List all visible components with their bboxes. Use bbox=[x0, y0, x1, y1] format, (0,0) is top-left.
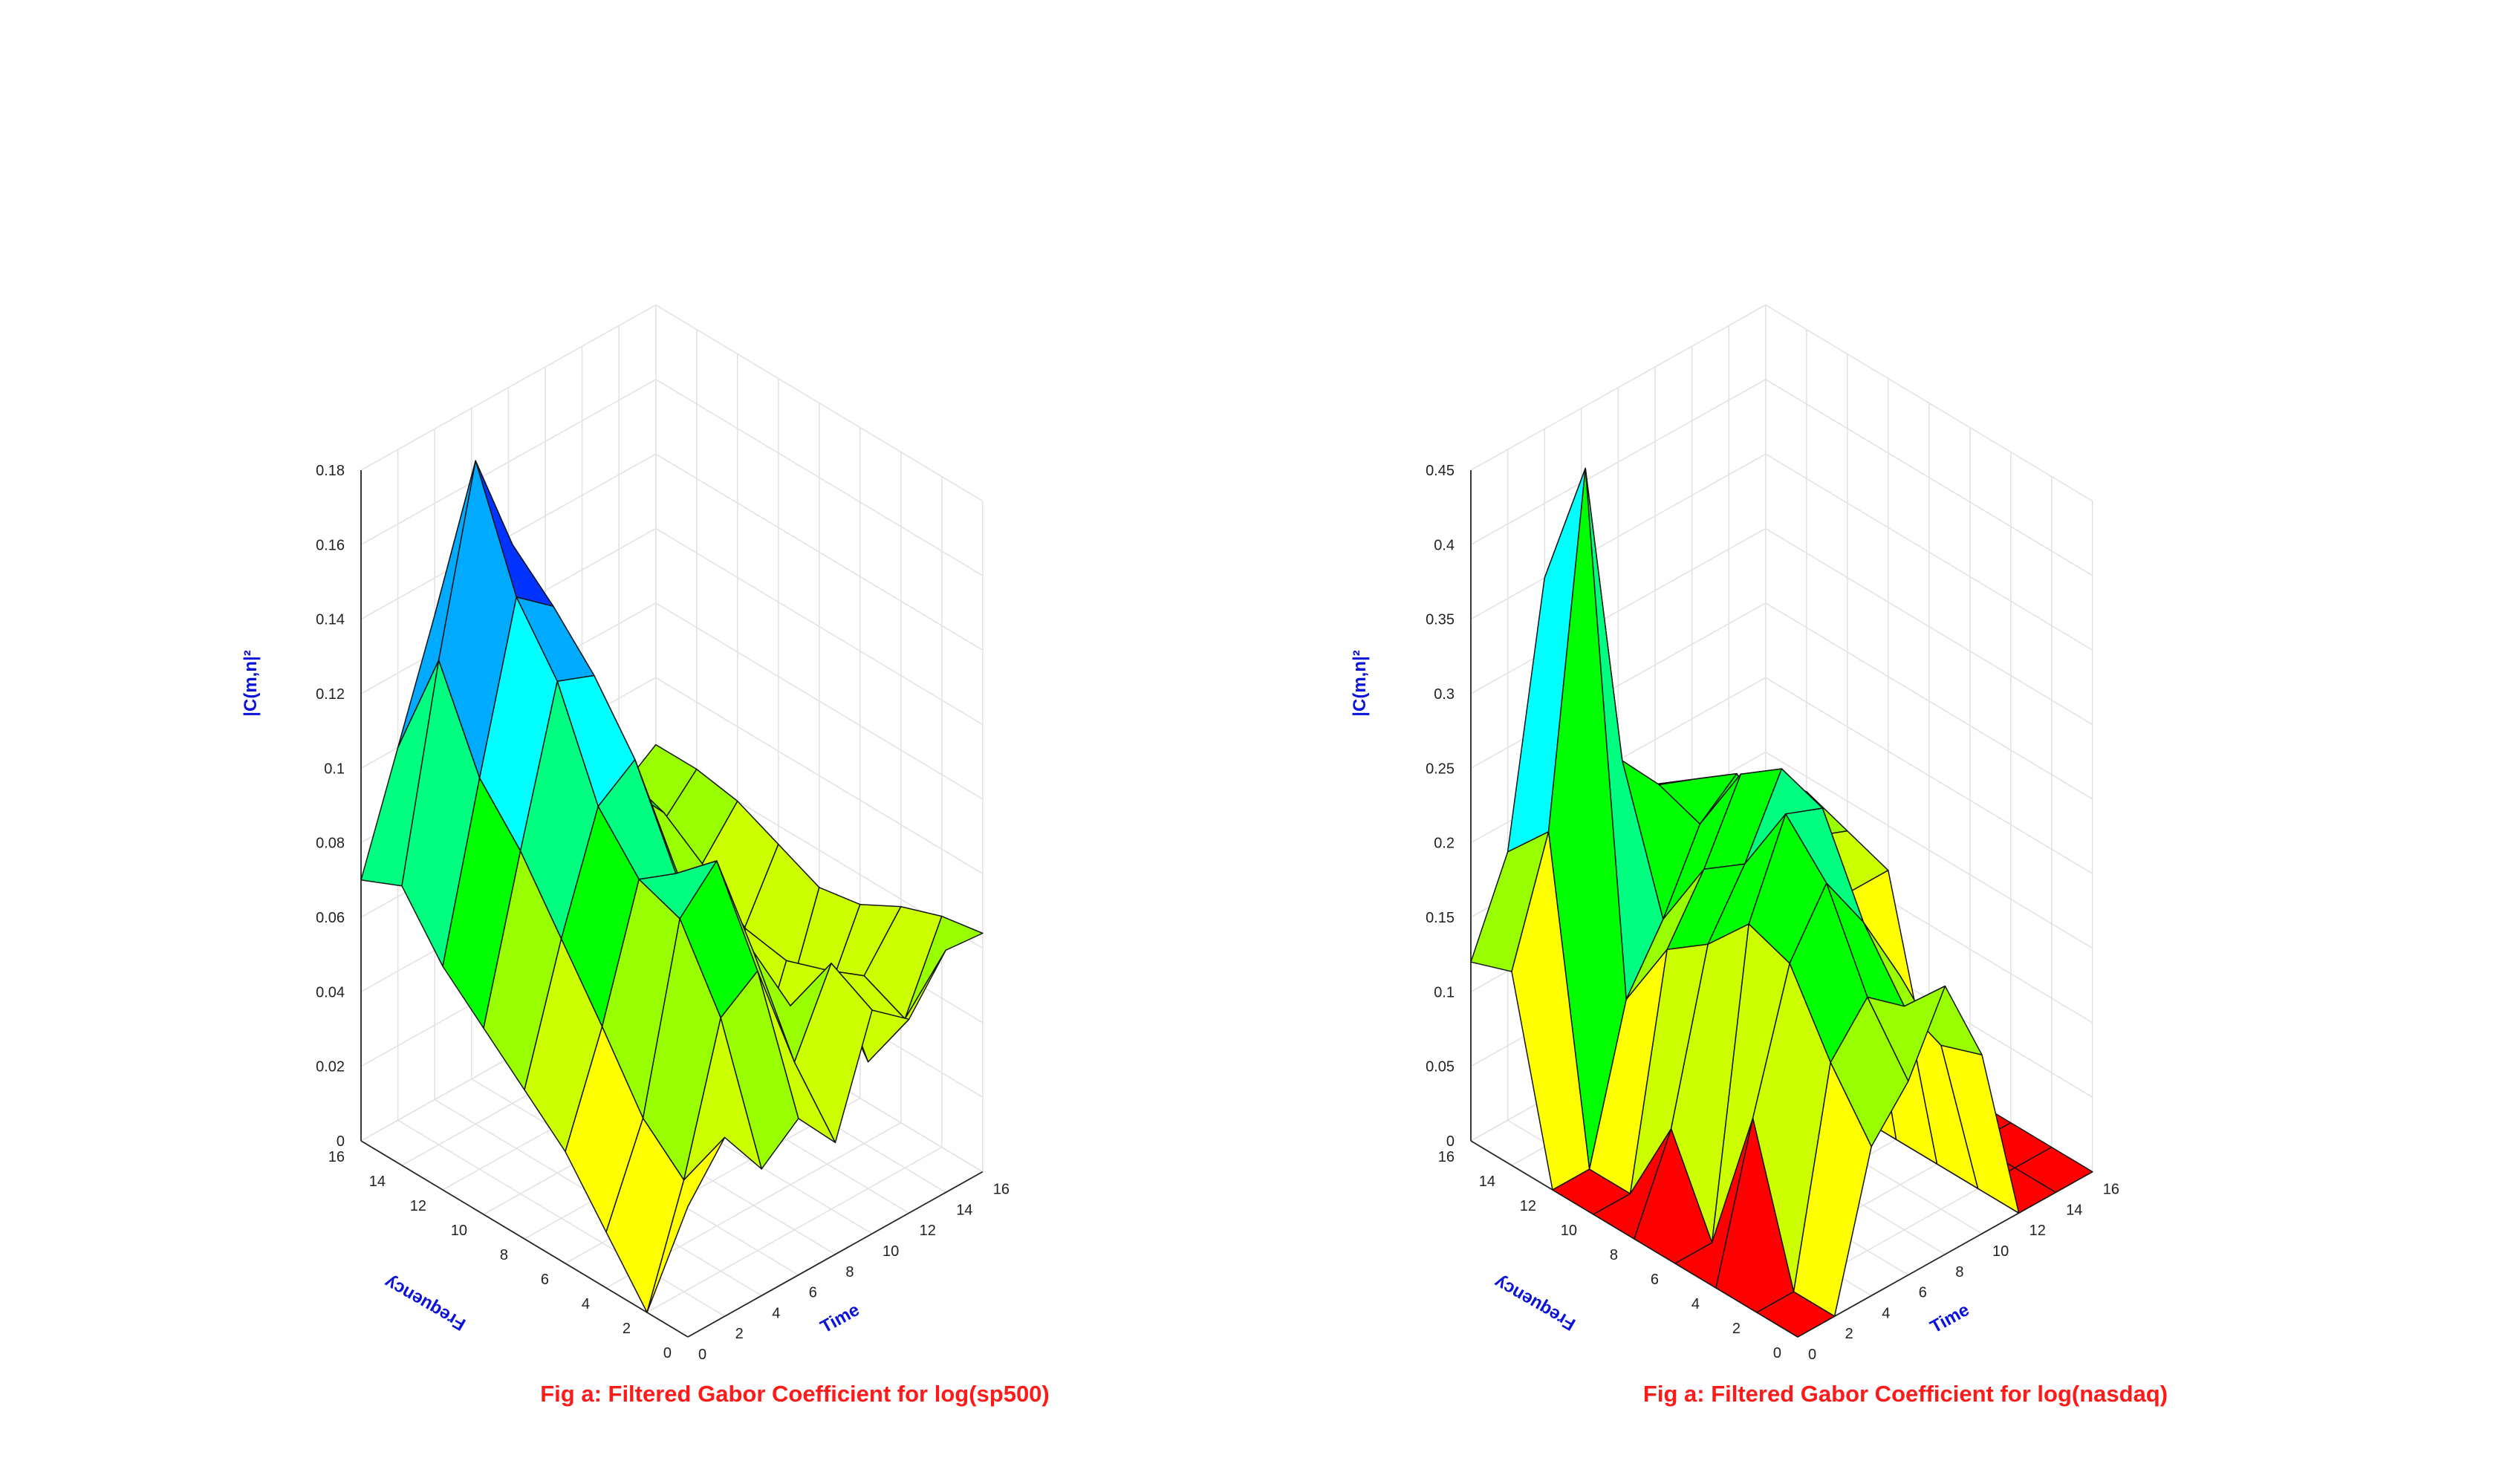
x-axis-line bbox=[687, 1171, 984, 1338]
surface-facet bbox=[1756, 1291, 1836, 1338]
x-tick-label: 4 bbox=[1882, 1305, 1890, 1321]
y-tick-label: 2 bbox=[1732, 1321, 1741, 1337]
z-tick-label: 0.16 bbox=[316, 537, 345, 553]
x-tick-label: 12 bbox=[920, 1223, 936, 1239]
x-tick-label: 14 bbox=[956, 1202, 972, 1218]
x-tick-label: 8 bbox=[845, 1264, 854, 1280]
z-tick-label: 0.04 bbox=[316, 984, 345, 1000]
z-tick-label: 0.2 bbox=[1434, 836, 1455, 852]
x-tick-label: 0 bbox=[698, 1347, 706, 1363]
x-tick-label: 8 bbox=[1955, 1264, 1963, 1280]
y-tick-label: 16 bbox=[328, 1149, 345, 1165]
y-tick-label: 6 bbox=[1651, 1272, 1659, 1288]
figure-caption: Fig a: Filtered Gabor Coefficient for lo… bbox=[1643, 1381, 2168, 1407]
y-tick-label: 0 bbox=[663, 1345, 672, 1361]
z-tick-label: 0.1 bbox=[324, 761, 345, 777]
x-tick-label: 6 bbox=[1919, 1285, 1927, 1301]
y-tick-label: 10 bbox=[451, 1223, 467, 1239]
y-tick-label: 12 bbox=[1520, 1198, 1536, 1214]
tick-labels: 0246810121416024681012141600.020.040.060… bbox=[316, 463, 1010, 1363]
z-tick-label: 0.25 bbox=[1426, 761, 1455, 777]
z-tick-label: 0.05 bbox=[1426, 1059, 1455, 1075]
y-tick-label: 6 bbox=[541, 1272, 549, 1288]
y-axis-line bbox=[360, 1140, 689, 1338]
x-tick-label: 10 bbox=[883, 1243, 899, 1260]
y-tick-label: 10 bbox=[1561, 1223, 1577, 1239]
x-tick-label: 2 bbox=[1845, 1326, 1853, 1342]
z-axis-title: |C(m,n|² bbox=[241, 650, 261, 716]
z-tick-label: 0.08 bbox=[316, 836, 345, 852]
z-tick-label: 0.15 bbox=[1426, 910, 1455, 926]
z-tick-label: 0.4 bbox=[1434, 537, 1455, 553]
surface-plot-sp500: 0246810121416024681012141600.020.040.060… bbox=[241, 304, 1050, 1407]
y-tick-label: 14 bbox=[369, 1174, 386, 1190]
y-tick-label: 8 bbox=[1610, 1247, 1618, 1263]
tick-labels: 0246810121416024681012141600.050.10.150.… bbox=[1426, 463, 2119, 1363]
y-tick-label: 8 bbox=[500, 1247, 508, 1263]
x-tick-label: 16 bbox=[993, 1182, 1010, 1198]
grid-line bbox=[646, 1146, 943, 1313]
z-tick-label: 0 bbox=[337, 1133, 345, 1150]
z-tick-label: 0.14 bbox=[316, 612, 345, 628]
x-tick-label: 16 bbox=[2103, 1182, 2119, 1198]
x-tick-label: 4 bbox=[772, 1305, 780, 1321]
z-tick-label: 0.02 bbox=[316, 1059, 345, 1075]
y-tick-label: 4 bbox=[582, 1296, 590, 1312]
y-tick-label: 2 bbox=[623, 1321, 631, 1337]
grid-line bbox=[360, 304, 984, 502]
surface-facets bbox=[360, 460, 984, 1313]
z-tick-label: 0.12 bbox=[316, 686, 345, 703]
figure-caption: Fig a: Filtered Gabor Coefficient for lo… bbox=[540, 1381, 1050, 1407]
y-tick-label: 4 bbox=[1691, 1296, 1700, 1312]
x-tick-label: 2 bbox=[735, 1326, 744, 1342]
x-tick-label: 14 bbox=[2066, 1202, 2082, 1218]
x-tick-label: 6 bbox=[809, 1285, 817, 1301]
surface-facet bbox=[646, 1136, 726, 1313]
z-tick-label: 0.45 bbox=[1426, 463, 1455, 479]
axis-lines bbox=[360, 470, 984, 1338]
surface-facets bbox=[1470, 467, 2093, 1338]
grid-line bbox=[360, 378, 984, 576]
z-tick-label: 0.06 bbox=[316, 910, 345, 926]
y-tick-label: 12 bbox=[410, 1198, 426, 1214]
z-axis-title: |C(m,n|² bbox=[1350, 650, 1370, 716]
x-tick-label: 0 bbox=[1808, 1347, 1816, 1363]
x-tick-label: 12 bbox=[2029, 1223, 2046, 1239]
z-tick-label: 0.18 bbox=[316, 463, 345, 479]
z-tick-label: 0 bbox=[1446, 1133, 1455, 1150]
z-tick-label: 0.35 bbox=[1426, 612, 1455, 628]
x-tick-label: 10 bbox=[1992, 1243, 2009, 1260]
y-tick-label: 16 bbox=[1438, 1149, 1455, 1165]
grid-line bbox=[1470, 304, 2093, 502]
z-tick-label: 0.3 bbox=[1434, 686, 1455, 703]
y-tick-label: 14 bbox=[1479, 1174, 1495, 1190]
grid-line bbox=[1470, 378, 2093, 576]
y-tick-label: 0 bbox=[1773, 1345, 1781, 1361]
z-tick-label: 0.1 bbox=[1434, 984, 1455, 1000]
